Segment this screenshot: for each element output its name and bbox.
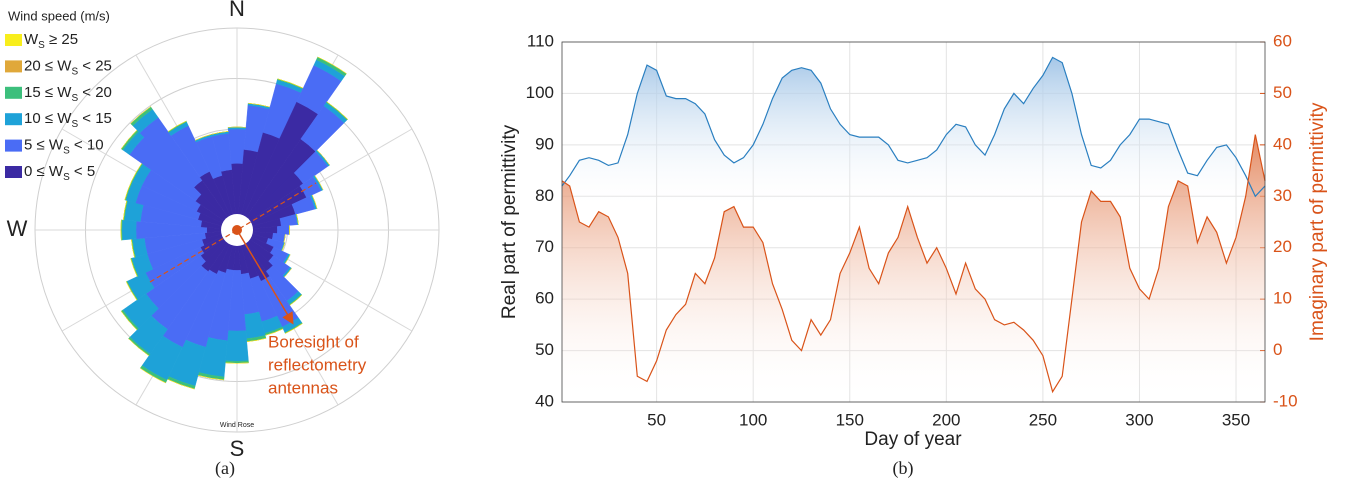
- rose-sector: [128, 338, 150, 356]
- y-tick-label: 80: [535, 186, 554, 205]
- legend-label: 10 ≤ WS < 15: [24, 110, 112, 130]
- plot-frame: [561, 41, 1266, 403]
- y-tick-label: 50: [535, 340, 554, 359]
- annotation: reflectometry: [268, 355, 367, 374]
- legend-label: WS ≥ 25: [24, 31, 78, 51]
- x-tick-label: 50: [647, 410, 666, 429]
- y-axis-label: Real part of permittivity: [499, 124, 520, 319]
- direction-label: W: [7, 216, 28, 241]
- boresight-arrow: [236, 229, 294, 325]
- legend-swatch: [5, 139, 22, 152]
- y2-tick-label: 40: [1273, 134, 1292, 153]
- y2-tick-label: 20: [1273, 237, 1292, 256]
- panel-label: (b): [893, 458, 914, 479]
- rose-sector: [316, 149, 330, 166]
- rose-sector: [317, 56, 347, 74]
- y-tick-label: 70: [535, 237, 554, 256]
- legend-swatch: [5, 86, 22, 99]
- y-tick-label: 40: [535, 391, 554, 410]
- legend-label: 20 ≤ WS < 25: [24, 57, 112, 77]
- direction-label: N: [229, 0, 245, 21]
- y-tick-label: 60: [535, 289, 554, 308]
- x-tick-label: 150: [836, 410, 864, 429]
- chart-title: Wind Rose: [220, 422, 254, 429]
- antenna-position: [232, 225, 242, 235]
- rose-sector: [121, 310, 138, 331]
- y2-axis-label: Imaginary part of permittivity: [1307, 102, 1328, 341]
- x-axis-label: Day of year: [864, 429, 962, 450]
- legend-label: 5 ≤ WS < 10: [24, 137, 104, 157]
- rose-sector: [211, 131, 229, 135]
- wind-rose-overlay: Boresight of reflectometry antennas Wind…: [8, 8, 367, 479]
- line: [561, 134, 1266, 394]
- rose-sector: [225, 330, 249, 362]
- legend-swatch: [5, 34, 22, 46]
- legend-label: 0 ≤ WS < 5: [24, 163, 95, 183]
- legend-swatch: [5, 60, 22, 73]
- area: [562, 134, 1265, 402]
- y-tick-label: 110: [527, 31, 554, 50]
- rose-sector: [326, 101, 348, 120]
- legend-title: Wind speed (m/s): [8, 8, 110, 23]
- legend-swatch: [5, 166, 22, 178]
- x-tick-label: 350: [1222, 410, 1250, 429]
- line: [561, 56, 1266, 198]
- rose-sector: [277, 225, 290, 235]
- direction-label: S: [230, 436, 245, 461]
- rose-sector: [130, 106, 151, 124]
- y2-tick-label: 50: [1273, 83, 1292, 102]
- x-tick-label: 200: [932, 410, 960, 429]
- annotation: antennas: [268, 378, 338, 397]
- panel-label: (a): [215, 458, 235, 479]
- rose-sector: [296, 214, 299, 225]
- x-tick-label: 250: [1029, 410, 1057, 429]
- y2-tick-label: -10: [1273, 391, 1298, 410]
- y-tick-label: 100: [526, 83, 554, 102]
- y2-tick-label: 30: [1273, 186, 1292, 205]
- y2-tick-label: 60: [1273, 31, 1292, 50]
- x-tick-label: 100: [739, 410, 767, 429]
- rose-sector: [121, 219, 137, 241]
- annotation: Boresight of: [268, 332, 359, 351]
- y2-tick-label: 0: [1273, 340, 1282, 359]
- legend-swatch: [5, 113, 22, 126]
- line-chart: (b) Day of year Real part of permittivit…: [499, 31, 1328, 479]
- y2-tick-label: 10: [1273, 289, 1292, 308]
- legend-label: 15 ≤ WS < 20: [24, 84, 112, 104]
- y-tick-label: 90: [535, 134, 554, 153]
- x-tick-label: 300: [1125, 410, 1153, 429]
